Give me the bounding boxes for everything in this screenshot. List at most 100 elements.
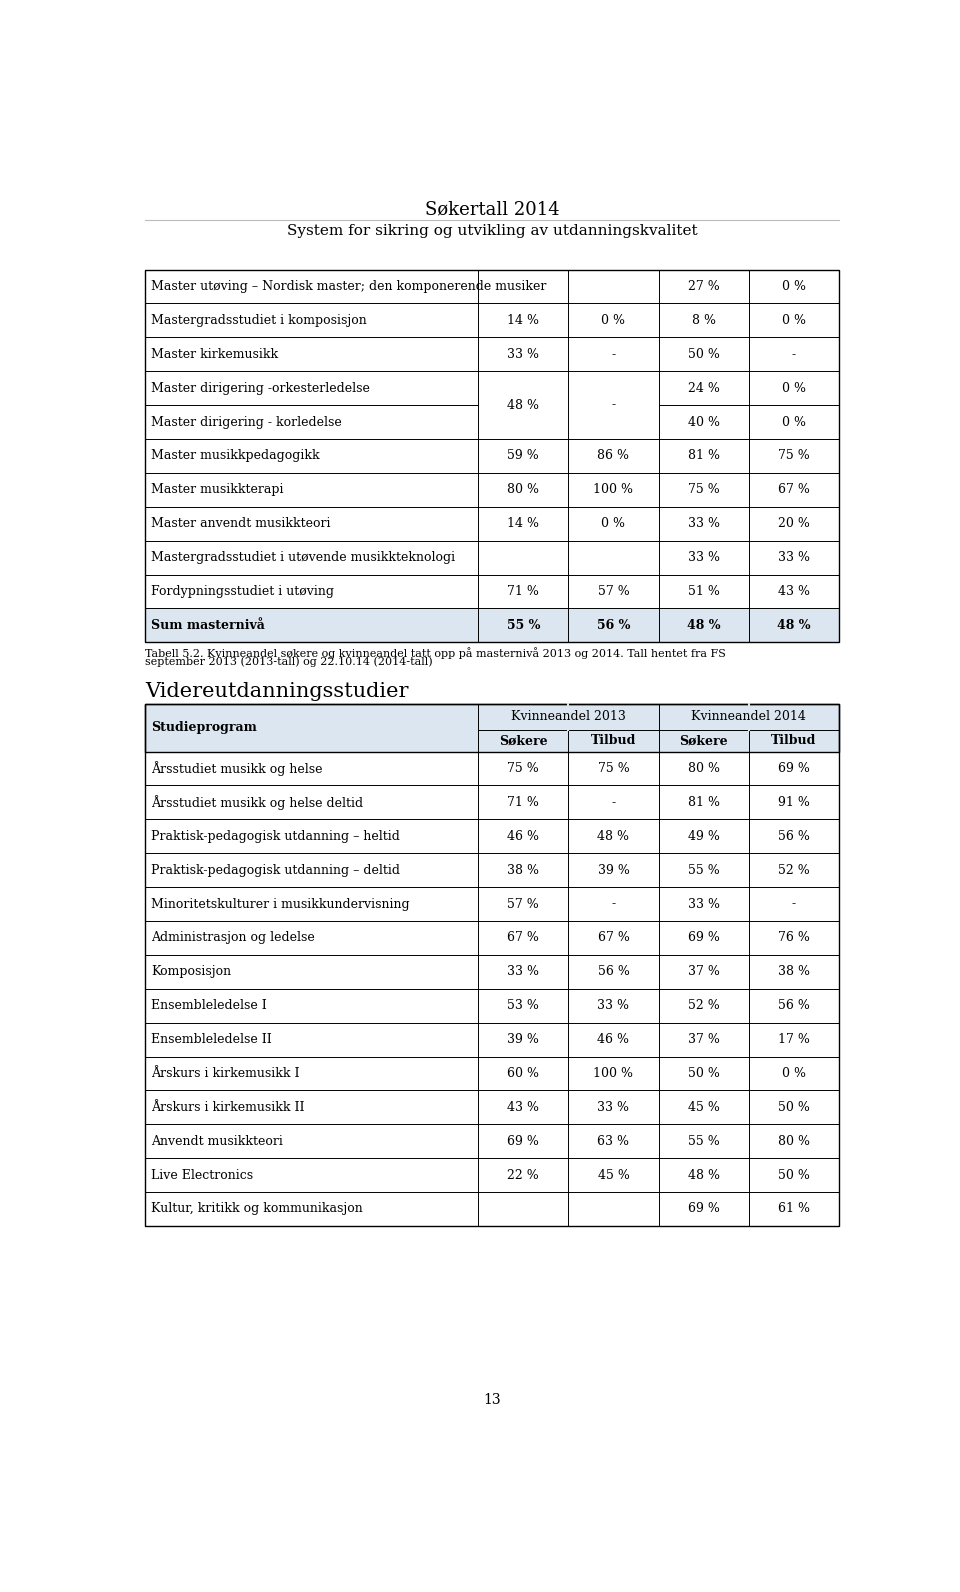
Text: 22 %: 22 % bbox=[507, 1169, 540, 1181]
Text: 50 %: 50 % bbox=[779, 1100, 810, 1114]
Text: Master musikkterapi: Master musikkterapi bbox=[151, 484, 283, 497]
Text: Mastergradsstudiet i utøvende musikkteknologi: Mastergradsstudiet i utøvende musikktekn… bbox=[151, 551, 455, 564]
Bar bbox=[145, 704, 839, 731]
Text: Sum masternivå: Sum masternivå bbox=[151, 619, 265, 632]
Text: -: - bbox=[612, 898, 615, 911]
Text: 81 %: 81 % bbox=[687, 796, 720, 809]
Text: 8 %: 8 % bbox=[692, 314, 716, 326]
Text: 56 %: 56 % bbox=[779, 1000, 810, 1013]
Text: 91 %: 91 % bbox=[779, 796, 810, 809]
Text: 48 %: 48 % bbox=[687, 1169, 720, 1181]
Text: 33 %: 33 % bbox=[778, 551, 810, 564]
Text: Tilbud: Tilbud bbox=[590, 734, 636, 747]
Text: 75 %: 75 % bbox=[598, 763, 630, 775]
Text: 33 %: 33 % bbox=[687, 551, 720, 564]
Text: 0 %: 0 % bbox=[782, 280, 806, 293]
Text: 14 %: 14 % bbox=[507, 517, 540, 530]
Text: 0 %: 0 % bbox=[782, 382, 806, 395]
Text: Praktisk-pedagogisk utdanning – deltid: Praktisk-pedagogisk utdanning – deltid bbox=[151, 864, 400, 877]
Text: 55 %: 55 % bbox=[507, 619, 540, 632]
Text: 0 %: 0 % bbox=[782, 1067, 806, 1079]
Text: 39 %: 39 % bbox=[507, 1033, 540, 1046]
Text: -: - bbox=[792, 898, 796, 911]
Text: Søkere: Søkere bbox=[680, 734, 728, 747]
Text: 53 %: 53 % bbox=[507, 1000, 540, 1013]
Text: 46 %: 46 % bbox=[597, 1033, 630, 1046]
Text: Fordypningsstudiet i utøving: Fordypningsstudiet i utøving bbox=[151, 584, 334, 599]
Bar bbox=[145, 439, 839, 473]
Text: Ensembleledelse II: Ensembleledelse II bbox=[151, 1033, 272, 1046]
Text: 56 %: 56 % bbox=[597, 965, 630, 979]
Text: 75 %: 75 % bbox=[688, 484, 720, 497]
Text: Tabell 5.2. Kvinneandel søkere og kvinneandel tatt opp på masternivå 2013 og 201: Tabell 5.2. Kvinneandel søkere og kvinne… bbox=[145, 646, 726, 659]
Text: 43 %: 43 % bbox=[778, 584, 810, 599]
Text: 52 %: 52 % bbox=[688, 1000, 720, 1013]
Text: 57 %: 57 % bbox=[598, 584, 630, 599]
Text: 43 %: 43 % bbox=[507, 1100, 540, 1114]
Text: Master dirigering -orkesterledelse: Master dirigering -orkesterledelse bbox=[151, 382, 370, 395]
Text: -: - bbox=[612, 796, 615, 809]
Text: 33 %: 33 % bbox=[507, 347, 540, 361]
Text: 33 %: 33 % bbox=[687, 517, 720, 530]
Text: Årskurs i kirkemusikk I: Årskurs i kirkemusikk I bbox=[151, 1067, 300, 1079]
Bar bbox=[145, 473, 839, 506]
Text: 39 %: 39 % bbox=[597, 864, 630, 877]
Text: 45 %: 45 % bbox=[687, 1100, 720, 1114]
Text: 48 %: 48 % bbox=[597, 829, 630, 842]
Bar bbox=[145, 338, 839, 371]
Text: 0 %: 0 % bbox=[782, 314, 806, 326]
Text: 40 %: 40 % bbox=[687, 416, 720, 428]
Text: 27 %: 27 % bbox=[688, 280, 720, 293]
Text: 55 %: 55 % bbox=[688, 864, 720, 877]
Text: Komposisjon: Komposisjon bbox=[151, 965, 231, 979]
Text: 50 %: 50 % bbox=[779, 1169, 810, 1181]
Text: 69 %: 69 % bbox=[687, 1202, 720, 1215]
Text: Årsstudiet musikk og helse: Årsstudiet musikk og helse bbox=[151, 761, 323, 775]
Text: Administrasjon og ledelse: Administrasjon og ledelse bbox=[151, 931, 315, 944]
Text: -: - bbox=[612, 398, 615, 412]
Text: Minoritetskulturer i musikkundervisning: Minoritetskulturer i musikkundervisning bbox=[151, 898, 410, 911]
Text: Søkertall 2014: Søkertall 2014 bbox=[424, 201, 560, 218]
Text: 56 %: 56 % bbox=[597, 619, 630, 632]
Text: 33 %: 33 % bbox=[597, 1000, 630, 1013]
Text: Kvinneandel 2014: Kvinneandel 2014 bbox=[691, 710, 806, 723]
Text: System for sikring og utvikling av utdanningskvalitet: System for sikring og utvikling av utdan… bbox=[287, 224, 697, 239]
Bar bbox=[145, 731, 839, 751]
Text: 0 %: 0 % bbox=[602, 517, 626, 530]
Text: 38 %: 38 % bbox=[778, 965, 810, 979]
Text: 67 %: 67 % bbox=[507, 931, 540, 944]
Text: 49 %: 49 % bbox=[687, 829, 720, 842]
Text: Master musikkpedagogikk: Master musikkpedagogikk bbox=[151, 449, 320, 462]
Text: Kultur, kritikk og kommunikasjon: Kultur, kritikk og kommunikasjon bbox=[151, 1202, 363, 1215]
Text: 38 %: 38 % bbox=[507, 864, 540, 877]
Text: Live Electronics: Live Electronics bbox=[151, 1169, 253, 1181]
Bar bbox=[145, 269, 839, 304]
Text: Master dirigering - korledelse: Master dirigering - korledelse bbox=[151, 416, 342, 428]
Text: Praktisk-pedagogisk utdanning – heltid: Praktisk-pedagogisk utdanning – heltid bbox=[151, 829, 400, 842]
Bar bbox=[145, 269, 839, 642]
Text: Årskurs i kirkemusikk II: Årskurs i kirkemusikk II bbox=[151, 1100, 304, 1114]
Text: 37 %: 37 % bbox=[687, 1033, 720, 1046]
Text: 80 %: 80 % bbox=[778, 1135, 810, 1148]
Text: 76 %: 76 % bbox=[779, 931, 810, 944]
Text: Søkere: Søkere bbox=[499, 734, 547, 747]
Text: Ensembleledelse I: Ensembleledelse I bbox=[151, 1000, 267, 1013]
Text: 48 %: 48 % bbox=[687, 619, 721, 632]
Text: -: - bbox=[792, 347, 796, 361]
Text: 46 %: 46 % bbox=[507, 829, 540, 842]
Text: Kvinneandel 2013: Kvinneandel 2013 bbox=[511, 710, 626, 723]
Text: 50 %: 50 % bbox=[687, 1067, 720, 1079]
Text: 86 %: 86 % bbox=[597, 449, 630, 462]
Text: 24 %: 24 % bbox=[687, 382, 720, 395]
Bar bbox=[145, 304, 839, 338]
Text: 45 %: 45 % bbox=[597, 1169, 630, 1181]
Bar bbox=[145, 371, 839, 404]
Text: 0 %: 0 % bbox=[782, 416, 806, 428]
Text: Årsstudiet musikk og helse deltid: Årsstudiet musikk og helse deltid bbox=[151, 794, 363, 810]
Bar bbox=[145, 404, 839, 439]
Text: 17 %: 17 % bbox=[779, 1033, 810, 1046]
Text: 14 %: 14 % bbox=[507, 314, 540, 326]
Text: 33 %: 33 % bbox=[507, 965, 540, 979]
Text: Master utøving – Nordisk master; den komponerende musiker: Master utøving – Nordisk master; den kom… bbox=[151, 280, 546, 293]
Text: 52 %: 52 % bbox=[779, 864, 810, 877]
